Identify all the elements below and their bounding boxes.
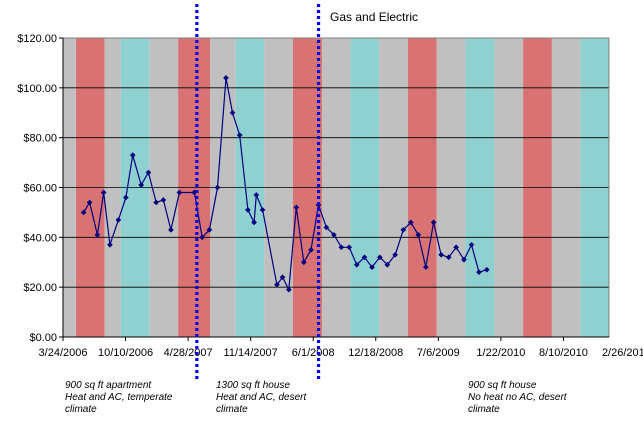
data-point [483,266,490,273]
data-point [94,232,101,238]
data-point [199,234,206,241]
annotation-line: Heat and AC, temperate [65,392,173,403]
data-point [400,227,407,233]
data-point [145,169,152,176]
period-dividers [195,4,321,380]
series-layer [80,75,490,293]
annotation: 900 sq ft house No heat no AC, desert clim… [468,380,568,415]
y-tick-label: $120.00 [17,33,57,45]
data-point [115,217,122,223]
data-point [377,254,383,261]
y-tick-label: $60.00 [23,183,57,195]
data-point [123,194,129,201]
chart-title: Gas and Electric [330,10,418,24]
data-point [138,182,145,188]
annotation: 1300 sq ft house Heat and AC, desert clima… [216,380,307,415]
x-tick-label: 11/14/2007 [224,347,278,359]
data-point [160,197,167,203]
annotation-line: climate [216,404,248,415]
series-line [83,77,487,292]
data-point [346,244,353,251]
data-point [214,184,221,191]
x-tick-label: 7/6/2009 [417,347,460,359]
data-point [86,199,93,206]
data-point [331,232,337,238]
data-point [353,261,360,268]
data-point [445,254,452,261]
annotation-line: 900 sq ft apartment [65,380,152,391]
data-point [223,75,229,81]
data-point [285,286,292,293]
data-point [338,244,345,251]
data-point [461,256,467,263]
data-point [453,244,459,251]
annotation-line: Heat and AC, desert [216,392,307,403]
x-tick-label: 6/1/2008 [292,347,335,359]
data-point [176,189,183,196]
data-point [468,241,475,248]
x-tick-label: 4/28/2007 [164,347,213,359]
annotation-line: 1300 sq ft house [216,380,290,391]
data-point [422,264,429,271]
data-point [476,269,482,276]
data-point [229,109,236,116]
y-axis-ticks: $0.00 $20.00 $40.00 $60.00 $80.00 $100.00 $120… [17,33,63,344]
data-point [438,251,444,258]
annotation: 900 sq ft apartment Heat and AC, temperat… [65,380,173,415]
annotation-line: 900 sq ft house [468,380,537,391]
data-point [206,227,213,233]
annotation-line: climate [468,404,500,415]
y-tick-label: $100.00 [17,83,57,95]
data-point [253,192,260,198]
x-tick-label: 1/22/2010 [476,347,525,359]
data-point [323,224,330,231]
data-point [100,189,107,196]
data-point [129,152,136,158]
data-point [153,199,160,206]
x-tick-label: 10/10/2006 [98,347,153,359]
data-point [308,246,314,253]
x-tick-label: 2/26/2011 [602,347,643,359]
y-tick-label: $80.00 [23,133,57,145]
data-point [361,254,368,261]
data-point [384,261,391,268]
annotations: 900 sq ft apartment Heat and AC, temperat… [65,380,568,415]
data-point [369,264,375,271]
x-tick-label: 8/10/2010 [539,347,588,359]
y-tick-label: $0.00 [29,332,57,344]
x-axis-ticks: 3/24/2006 10/10/2006 4/28/2007 11/14/2007 6/… [39,337,643,359]
y-tick-label: $20.00 [23,282,57,294]
data-point [168,227,174,233]
annotation-line: No heat no AC, desert [468,392,568,403]
data-point [274,281,280,288]
data-point [251,219,257,226]
data-point [107,241,113,248]
data-point [236,132,243,139]
data-point [301,259,307,266]
data-point [245,207,251,213]
data-point [430,219,437,226]
data-point [293,204,300,211]
y-tick-label: $40.00 [23,232,57,244]
data-point [259,207,266,213]
data-point [415,232,422,238]
data-point [407,219,414,226]
annotation-line: climate [65,404,97,415]
data-point [80,209,87,216]
x-tick-label: 12/18/2008 [348,347,403,359]
x-tick-label: 3/24/2006 [39,347,88,359]
data-point [392,251,398,258]
data-point [279,274,286,281]
